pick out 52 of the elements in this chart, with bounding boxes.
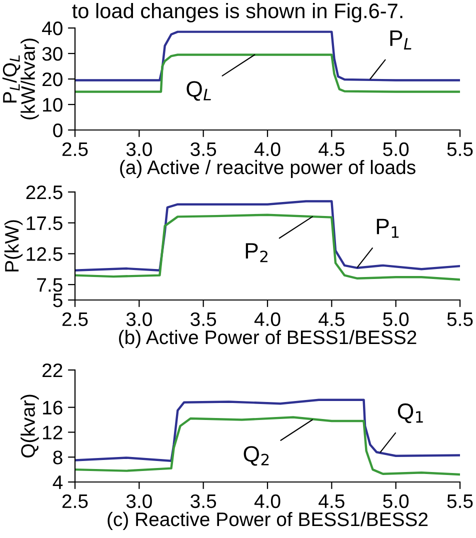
x-tick-label: 2.5 xyxy=(62,494,88,508)
annotation: Q$_{L}$ xyxy=(186,81,211,101)
x-axis-title: (a) Active / reacitve power of loads xyxy=(120,160,416,178)
text: to load changes is shown in Fig.6-7. xyxy=(72,3,402,22)
y-tick-label: 22 xyxy=(42,363,62,378)
y-axis-title: Q(kvar) xyxy=(20,394,39,458)
x-tick-label: 5.0 xyxy=(383,312,409,326)
x-tick-label: 2.5 xyxy=(62,312,88,326)
x-axis-title: (c) Reactive Power of BESS1/BESS2 xyxy=(108,512,428,530)
y-tick-label: 0 xyxy=(53,123,62,138)
y-tick-label: 4 xyxy=(52,476,63,490)
line-series xyxy=(75,214,460,281)
x-tick-label: 4.5 xyxy=(318,312,344,326)
x-tick-label: 5.5 xyxy=(447,312,473,326)
x-axis-title: (b) Active Power of BESS1/BESS2 xyxy=(119,330,416,348)
y-tick-label: 10 xyxy=(43,98,62,112)
x-tick-label: 5.0 xyxy=(383,494,409,508)
x-tick-label: 4.0 xyxy=(254,312,280,326)
x-tick-label: 4.0 xyxy=(254,142,280,156)
y-tick-label: 22.5 xyxy=(26,185,62,200)
line-series xyxy=(75,200,460,272)
line-series xyxy=(75,30,460,82)
x-tick-label: 4.5 xyxy=(318,142,344,156)
y-tick-label: 40 xyxy=(42,21,62,36)
y-tick-label: 12.5 xyxy=(26,247,62,261)
x-tick-label: 3.5 xyxy=(190,494,216,508)
y-tick-label: 16 xyxy=(43,400,62,415)
x-tick-label: 4.0 xyxy=(254,494,280,508)
x-tick-label: 3.5 xyxy=(190,142,216,156)
x-tick-label: 3.0 xyxy=(126,312,152,326)
x-tick-label: 3.0 xyxy=(126,494,152,508)
x-tick-label: 3.0 xyxy=(126,142,152,156)
y-tick-label: 17.5 xyxy=(26,216,62,230)
x-tick-label: 4.5 xyxy=(318,494,344,508)
x-tick-label: 5.5 xyxy=(447,494,473,508)
y-tick-label: 8 xyxy=(53,450,62,464)
annotation: P$_{L}$ xyxy=(390,30,412,50)
y-tick-label: 30 xyxy=(42,46,62,61)
y-axis-title: P$_{L}$/Q$_{L}$ (kW/kvar) xyxy=(2,38,39,120)
annotation: P$_{1}$ xyxy=(376,218,399,238)
y-tick-label: 5 xyxy=(53,294,62,308)
x-tick-label: 3.5 xyxy=(190,312,216,326)
x-tick-label: 5.0 xyxy=(383,142,409,156)
annotation: Q$_{2}$ xyxy=(244,446,269,466)
y-tick-label: 7.5 xyxy=(37,278,62,292)
x-tick-label: 2.5 xyxy=(62,142,88,156)
x-tick-label: 5.5 xyxy=(447,142,473,156)
y-tick-label: 20 xyxy=(42,72,62,86)
annotation: Q$_{1}$ xyxy=(398,403,423,424)
annotation: P$_{2}$ xyxy=(246,243,268,262)
y-axis-title: P(kW) xyxy=(4,220,23,272)
y-tick-label: 12 xyxy=(43,426,62,440)
